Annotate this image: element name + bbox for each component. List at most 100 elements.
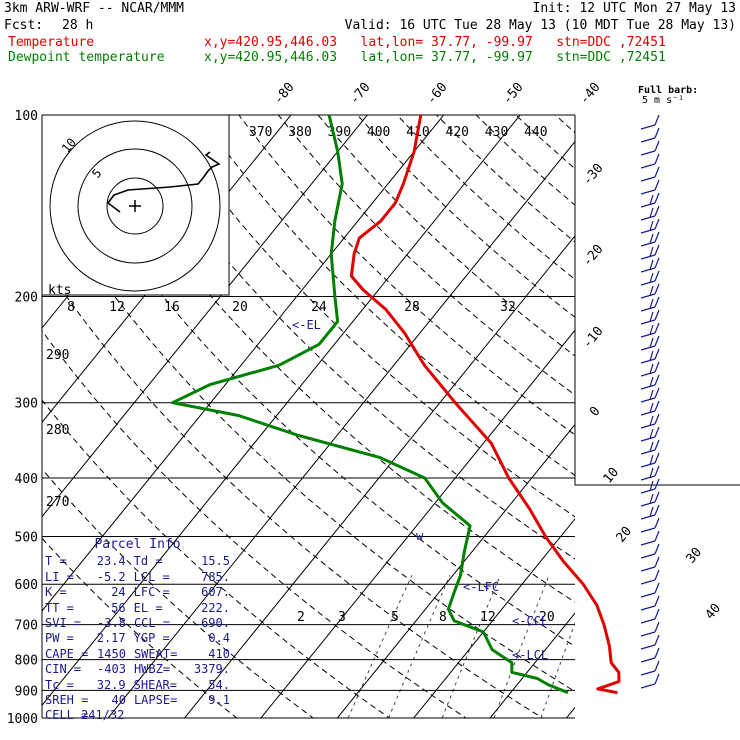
parcel-value: -5.2	[96, 569, 126, 584]
wind-barb	[640, 527, 656, 533]
wind-barb	[640, 605, 656, 611]
wind-barb	[640, 618, 656, 624]
parcel-label: PW =	[45, 631, 74, 646]
parcel-label: LAPSE=	[133, 693, 178, 708]
wind-barb	[640, 592, 656, 598]
wind-barb	[640, 137, 656, 143]
wind-barb	[649, 389, 654, 400]
parcel-value: 1450	[97, 646, 126, 661]
parcel-label: T =	[45, 554, 67, 569]
mixing-ratio-label: 5	[391, 610, 399, 625]
dry-adiabat	[238, 115, 575, 436]
wind-barb	[640, 124, 656, 130]
isotherm-label: 40	[703, 601, 725, 623]
wind-barb	[640, 306, 656, 312]
forecast-hour: 28 h	[62, 18, 94, 33]
wind-barb	[640, 345, 656, 351]
parcel-value: 607.	[201, 585, 230, 600]
wind-barb	[649, 233, 654, 244]
mixing-ratio-line	[388, 575, 451, 718]
wind-barb	[654, 465, 660, 477]
dry-adiabat	[80, 115, 575, 603]
wind-barb	[640, 228, 656, 234]
wind-barb	[640, 683, 656, 689]
wind-barb	[654, 491, 660, 503]
wind-barb	[640, 358, 656, 364]
pressure-label: 700	[15, 619, 38, 634]
dry-adiabat	[674, 115, 740, 731]
wind-barb	[640, 202, 656, 208]
theta-label: 420	[446, 125, 469, 140]
isotherm	[42, 115, 445, 612]
wind-barb	[654, 478, 660, 490]
parcel-label: K =	[45, 585, 67, 600]
wind-barb	[654, 569, 660, 581]
wind-barb	[654, 374, 660, 386]
parcel-value: 410	[208, 646, 230, 661]
isotherm-label: -80	[271, 80, 298, 108]
pressure-label: 200	[15, 291, 38, 306]
mixing-ratio-label: 8	[439, 610, 447, 625]
wind-barb	[640, 631, 656, 637]
theta-label: 380	[288, 125, 311, 140]
temperature-location: x,y=420.95,446.03 lat,lon= 37.77, -99.97…	[204, 35, 666, 50]
wind-barb	[649, 272, 654, 283]
wind-barb	[640, 332, 656, 338]
dry-adiabat	[595, 115, 740, 731]
barb-legend: 5 m s⁻¹	[642, 95, 684, 106]
wind-barb	[654, 153, 660, 165]
dry-adiabat	[42, 259, 544, 718]
dewpoint-legend: Dewpoint temperature	[8, 50, 165, 65]
wind-barb	[640, 423, 656, 429]
dry-adiabat	[634, 115, 740, 731]
dry-adiabat	[42, 399, 391, 718]
parcel-value: 241/32	[81, 708, 125, 723]
wind-barb	[654, 322, 660, 334]
level-marker: <-LCL	[512, 648, 548, 662]
wind-barb	[640, 280, 656, 286]
parcel-row: Tc = 32.9 SHEAR= 54.	[45, 678, 230, 693]
wind-barb	[649, 337, 654, 348]
isotherm	[565, 706, 575, 718]
parcel-value: 690.	[201, 616, 230, 631]
wind-barb	[649, 415, 654, 426]
wind-barb	[649, 441, 654, 452]
wind-barb	[640, 176, 656, 182]
isotherm-label: 10	[601, 465, 623, 487]
wind-barb	[640, 293, 656, 299]
wind-barb	[640, 436, 656, 442]
wind-barb	[654, 647, 660, 659]
isotherm-label: 0	[587, 404, 604, 420]
wind-barb	[640, 319, 656, 325]
parcel-label: CAPE =	[45, 646, 89, 661]
parcel-label: EL =	[133, 600, 163, 615]
dry-adiabat	[357, 115, 575, 318]
wind-barb	[649, 324, 654, 335]
parcel-label: HWBZ=	[133, 662, 171, 677]
wind-barb	[654, 504, 660, 516]
parcel-value: 15.5	[201, 554, 230, 569]
level-marker: w	[416, 529, 424, 543]
parcel-label: SHEAR=	[133, 677, 177, 692]
parcel-value: 56	[111, 600, 126, 615]
wind-barb	[654, 218, 660, 230]
wind-barb	[654, 231, 660, 243]
wind-barb	[654, 192, 660, 204]
wind-barb	[654, 205, 660, 217]
wind-barb	[640, 462, 656, 468]
parcel-label: LCL =	[133, 569, 170, 584]
parcel-value: 23.4	[96, 554, 126, 569]
model-title: 3km ARW-WRF -- NCAR/MMM	[4, 1, 185, 16]
theta-label: 280	[46, 423, 69, 438]
wind-barb	[640, 215, 656, 221]
wind-barb	[654, 127, 660, 139]
parcel-row: CIN = -403 HWBZ= 3379.	[45, 662, 230, 677]
mixing-ratio-label: 3	[338, 610, 346, 625]
wind-barb	[654, 114, 660, 126]
wind-barb	[654, 257, 660, 269]
wind-barb	[640, 384, 656, 390]
parcel-row: CELL = 241/32	[45, 708, 230, 723]
parcel-value: 222.	[201, 600, 230, 615]
isotherm-label: 20	[614, 524, 636, 546]
speed-label: 28	[404, 300, 420, 315]
